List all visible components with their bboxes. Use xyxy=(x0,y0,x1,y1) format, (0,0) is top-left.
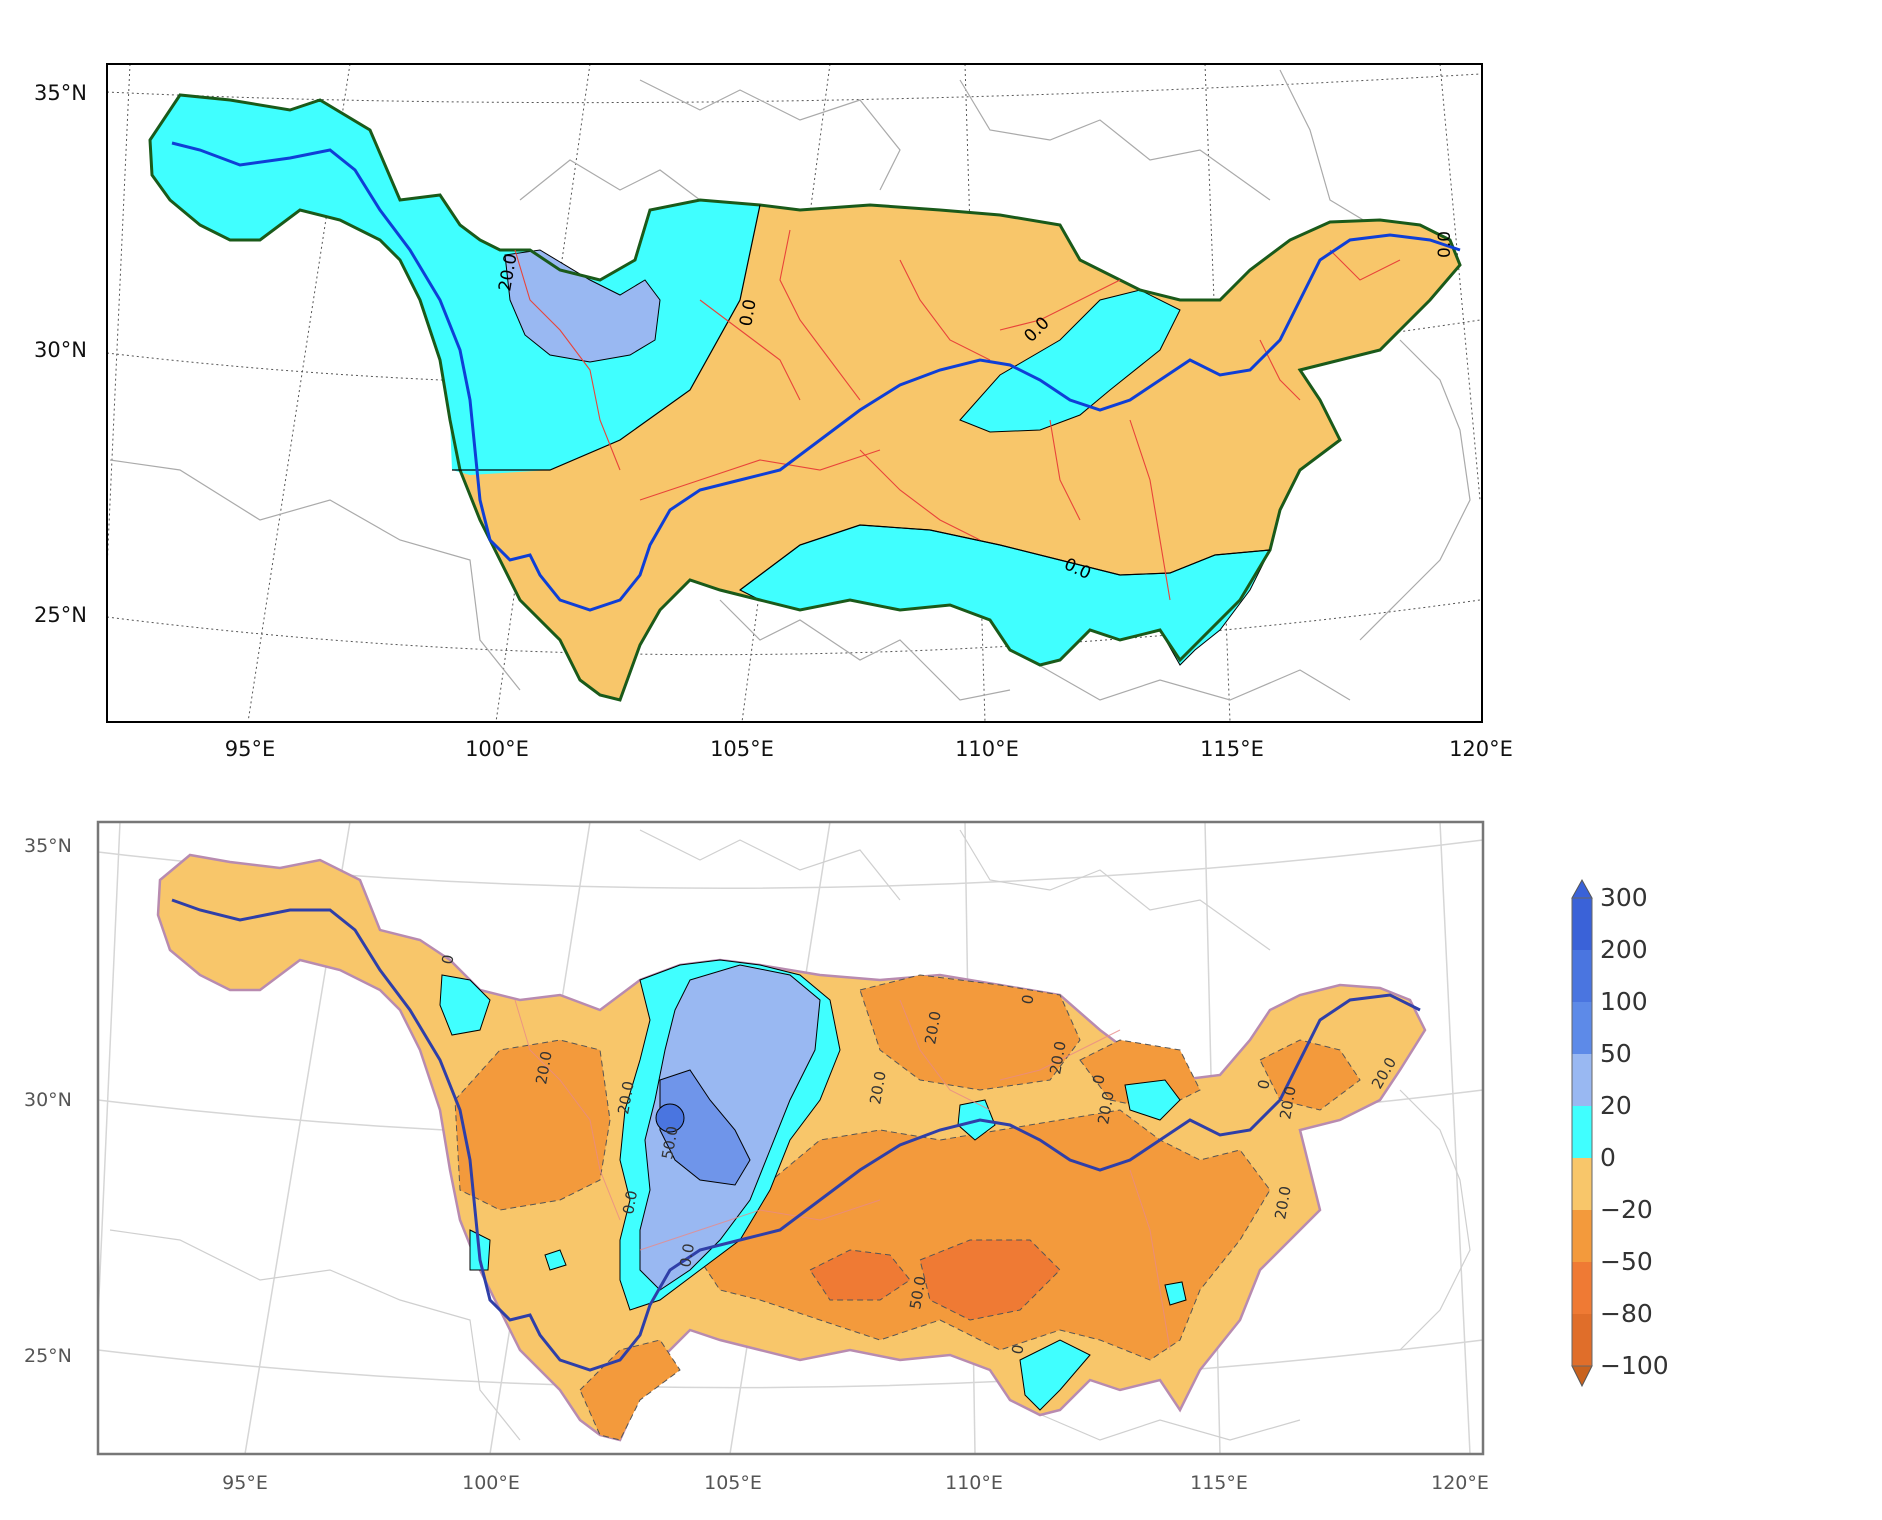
bottom-contour-label-13: 0 xyxy=(1089,1073,1108,1086)
colorbar-seg-4 xyxy=(1572,1054,1592,1106)
bottom-lon-label-95: 95°E xyxy=(222,1472,268,1494)
bottom-contour-label-16: 20.0 xyxy=(1276,1085,1300,1121)
colorbar-label-50: 50 xyxy=(1600,1039,1632,1068)
colorbar-seg-6 xyxy=(1572,1158,1592,1210)
top-basin-outline xyxy=(148,93,1462,702)
colorbar-label-neg20: −20 xyxy=(1600,1195,1653,1224)
colorbar-seg-2 xyxy=(1572,950,1592,1002)
top-main-river xyxy=(171,141,1461,612)
colorbar: 300 200 100 50 20 0 −20 −50 −80 −100 xyxy=(1571,878,1669,1388)
bottom-contour-label-3: 20.0 xyxy=(614,1080,638,1116)
bottom-map-frame xyxy=(96,820,1485,1456)
bottom-lon-label-115: 115°E xyxy=(1190,1472,1248,1494)
top-lat-label-30: 30°N xyxy=(34,338,87,362)
colorbar-seg-9 xyxy=(1572,1314,1592,1366)
top-lon-label-95: 95°E xyxy=(225,737,276,761)
bottom-basin-base xyxy=(156,853,1427,1442)
colorbar-seg-7 xyxy=(1572,1210,1592,1262)
top-cyan-west xyxy=(150,95,760,475)
colorbar-seg-3 xyxy=(1572,1002,1592,1054)
top-lon-label-105: 105°E xyxy=(710,737,774,761)
bottom-lon-labels: 95°E 100°E 105°E 110°E 115°E 120°E xyxy=(222,1472,1489,1494)
top-lon-label-120: 120°E xyxy=(1449,737,1513,761)
top-blue-patch xyxy=(504,249,661,363)
colorbar-seg-1 xyxy=(1572,898,1592,950)
top-lon-label-115: 115°E xyxy=(1200,737,1264,761)
bottom-contour-label-2: 20.0 xyxy=(532,1050,556,1086)
bottom-lon-label-110: 110°E xyxy=(945,1472,1003,1494)
colorbar-label-100: 100 xyxy=(1600,987,1648,1016)
bottom-lat-label-35: 35°N xyxy=(24,835,72,857)
colorbar-frame xyxy=(1571,897,1593,1367)
colorbar-label-neg80: −80 xyxy=(1600,1299,1653,1328)
colorbar-labels: 300 200 100 50 20 0 −20 −50 −80 −100 xyxy=(1600,883,1669,1380)
top-contour-label-2: 0.0 xyxy=(736,298,760,328)
colorbar-label-300: 300 xyxy=(1600,883,1648,912)
bottom-contour-label-9: 0 xyxy=(1018,993,1037,1006)
bottom-map: 0 20.0 20.0 0.0 50.0 0.0 20.0 20.0 0 0 2… xyxy=(24,820,1489,1494)
colorbar-label-0: 0 xyxy=(1600,1143,1616,1172)
bottom-tributaries xyxy=(514,999,1171,1351)
bottom-contour-label-4: 0.0 xyxy=(619,1189,641,1216)
top-basin xyxy=(148,93,1462,702)
bottom-zone-pos-100-200 xyxy=(655,1103,685,1133)
bottom-contour-label-5: 50.0 xyxy=(658,1125,682,1161)
colorbar-label-20: 20 xyxy=(1600,1091,1632,1120)
bottom-contour-label-8: 20.0 xyxy=(921,1010,945,1046)
bottom-contour-label-6: 0.0 xyxy=(676,1242,698,1269)
bottom-contour-label-14: 20.0 xyxy=(1094,1090,1118,1126)
top-contour-lines xyxy=(452,204,1271,591)
bottom-zone-neg-50-80 xyxy=(809,1239,1061,1321)
bottom-lon-label-105: 105°E xyxy=(704,1472,762,1494)
colorbar-bottom-extend xyxy=(1571,1365,1593,1388)
top-contour-label-5: 0.0 xyxy=(1435,231,1455,258)
bottom-province-borders xyxy=(109,829,1471,1441)
top-cyan-middle xyxy=(959,289,1181,433)
bottom-lat-label-30: 30°N xyxy=(24,1089,72,1111)
bottom-lon-label-100: 100°E xyxy=(462,1472,520,1494)
top-lon-label-100: 100°E xyxy=(465,737,529,761)
top-lat-labels: 35°N 30°N 25°N xyxy=(34,81,87,627)
colorbar-seg-8 xyxy=(1572,1262,1592,1314)
bottom-contour-label-7: 20.0 xyxy=(866,1070,890,1106)
top-map: 20.0 0.0 0.0 0.0 0.0 35°N 30°N 25°N 95°E… xyxy=(34,63,1513,761)
bottom-main-river xyxy=(171,898,1421,1372)
bottom-lon-label-120: 120°E xyxy=(1431,1472,1489,1494)
top-map-frame xyxy=(106,63,1483,723)
top-lon-label-110: 110°E xyxy=(955,737,1019,761)
bottom-lat-labels: 35°N 30°N 25°N xyxy=(24,835,72,1367)
top-lon-labels: 95°E 100°E 105°E 110°E 115°E 120°E xyxy=(225,737,1513,761)
bottom-contour-label-1: 0 xyxy=(438,953,457,966)
bottom-contour-labels: 0 20.0 20.0 0.0 50.0 0.0 20.0 20.0 0 0 2… xyxy=(438,953,1400,1356)
bottom-zone-pos-50-100 xyxy=(659,1069,751,1186)
bottom-contour-label-18: 20.0 xyxy=(1271,1185,1295,1221)
bottom-contour-label-11: 20.0 xyxy=(1046,1040,1070,1076)
bottom-lat-label-25: 25°N xyxy=(24,1345,72,1367)
colorbar-top-extend xyxy=(1571,878,1593,899)
bottom-contour-label-10: 0 xyxy=(1008,1343,1027,1356)
colorbar-label-neg100: −100 xyxy=(1600,1351,1669,1380)
colorbar-label-200: 200 xyxy=(1600,935,1648,964)
bottom-contour-label-15: 0 xyxy=(1254,1078,1273,1091)
top-lat-label-25: 25°N xyxy=(34,603,87,627)
colorbar-seg-5 xyxy=(1572,1106,1592,1158)
bottom-contour-label-12: 50.0 xyxy=(906,1275,930,1311)
colorbar-label-neg50: −50 xyxy=(1600,1247,1653,1276)
top-lat-label-35: 35°N xyxy=(34,81,87,105)
